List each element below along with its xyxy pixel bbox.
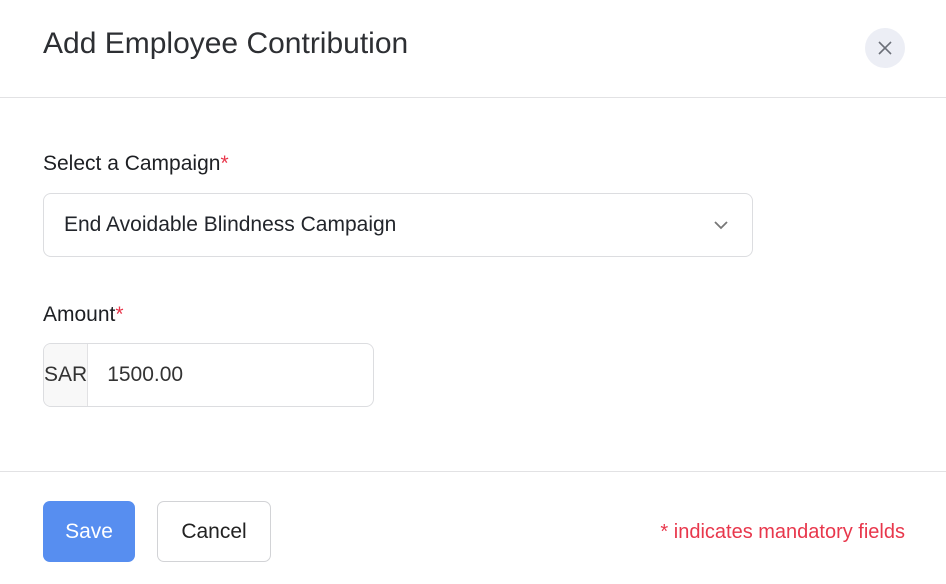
dialog-title: Add Employee Contribution xyxy=(43,27,409,60)
campaign-label: Select a Campaign* xyxy=(43,152,229,176)
amount-label: Amount* xyxy=(43,303,124,327)
chevron-down-icon xyxy=(714,221,728,230)
close-button[interactable] xyxy=(865,28,905,68)
required-mark: * xyxy=(220,152,229,175)
amount-field: SAR xyxy=(43,343,374,407)
save-button[interactable]: Save xyxy=(43,501,135,562)
campaign-label-text: Select a Campaign xyxy=(43,152,221,175)
amount-label-text: Amount xyxy=(43,303,116,326)
dialog-header: Add Employee Contribution xyxy=(0,0,946,98)
campaign-select[interactable]: End Avoidable Blindness Campaign xyxy=(43,193,753,257)
cancel-button[interactable]: Cancel xyxy=(157,501,271,562)
required-mark: * xyxy=(115,303,124,326)
dialog-footer: Save Cancel * indicates mandatory fields xyxy=(0,471,946,584)
amount-input[interactable] xyxy=(88,344,373,406)
currency-prefix: SAR xyxy=(44,344,89,406)
campaign-select-value: End Avoidable Blindness Campaign xyxy=(64,213,397,236)
mandatory-note: * indicates mandatory fields xyxy=(660,521,905,543)
close-icon xyxy=(878,41,892,55)
